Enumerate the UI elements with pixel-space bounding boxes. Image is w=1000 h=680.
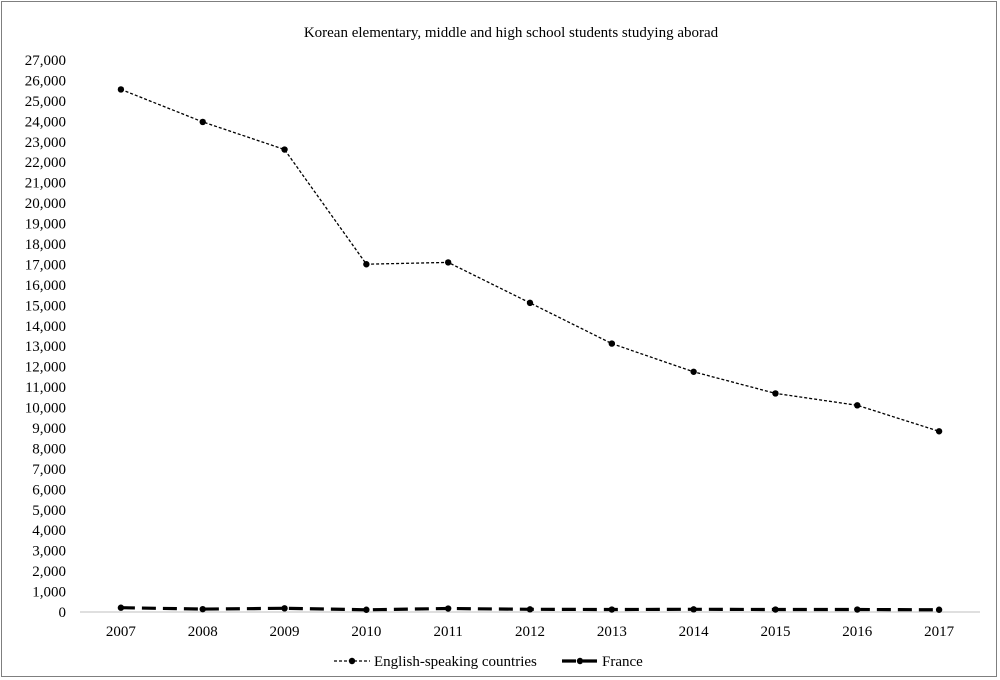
y-tick-label: 15,000 — [25, 298, 66, 314]
y-tick-label: 4,000 — [32, 523, 66, 539]
x-tick-label: 2010 — [351, 624, 381, 640]
y-tick-label: 7,000 — [32, 462, 66, 478]
x-axis: 2007 2008 2009 2010 2011 2012 2013 2014 2015 2016… — [80, 611, 980, 640]
legend-label: France — [602, 654, 643, 670]
y-tick-label: 16,000 — [25, 278, 66, 294]
data-point — [772, 606, 779, 613]
x-tick-label: 2008 — [188, 624, 218, 640]
y-tick-label: 23,000 — [25, 135, 66, 151]
x-tick-label: 2011 — [433, 624, 462, 640]
y-tick-label: 1,000 — [32, 585, 66, 601]
x-tick-label: 2017 — [924, 624, 955, 640]
series-layer — [117, 86, 943, 613]
data-point — [199, 118, 206, 126]
data-point — [363, 606, 370, 613]
data-point — [608, 606, 616, 613]
y-tick-label: 11,000 — [25, 380, 66, 396]
y-tick-label: 3,000 — [32, 544, 66, 560]
x-tick-label: 2014 — [679, 624, 710, 640]
y-tick-label: 6,000 — [32, 482, 66, 498]
data-point — [526, 299, 534, 307]
y-tick-label: 2,000 — [32, 564, 66, 580]
legend-marker — [348, 657, 356, 665]
data-point — [854, 402, 861, 409]
data-point — [117, 86, 125, 93]
y-tick-label: 8,000 — [32, 441, 66, 457]
y-tick-label: 24,000 — [25, 114, 66, 130]
data-point — [281, 605, 288, 612]
series-line — [120, 88, 940, 432]
y-tick-label: 10,000 — [25, 401, 66, 417]
y-tick-label: 9,000 — [32, 421, 66, 437]
data-point — [281, 146, 288, 153]
data-point — [935, 606, 943, 613]
x-tick-label: 2009 — [270, 624, 300, 640]
x-tick-label: 2007 — [106, 624, 137, 640]
y-tick-label: 21,000 — [25, 176, 66, 192]
x-tick-label: 2012 — [515, 624, 545, 640]
y-tick-label: 26,000 — [25, 73, 66, 89]
chart-title: Korean elementary, middle and high schoo… — [304, 25, 719, 41]
legend-marker — [576, 657, 584, 665]
data-point — [117, 604, 125, 611]
y-tick-label: 19,000 — [25, 217, 66, 233]
x-tick-label: 2015 — [760, 624, 790, 640]
series-0 — [117, 86, 943, 435]
x-tick-label: 2013 — [597, 624, 627, 640]
y-tick-label: 22,000 — [25, 155, 66, 171]
y-tick-label: 27,000 — [25, 53, 66, 69]
y-tick-label: 12,000 — [25, 360, 66, 376]
data-point — [854, 606, 861, 613]
series-1 — [117, 604, 943, 613]
data-point — [690, 368, 697, 375]
y-tick-label: 14,000 — [25, 319, 66, 335]
data-point — [690, 606, 697, 613]
legend-item: English-speaking countries — [334, 654, 537, 670]
data-point — [199, 605, 206, 613]
legend-item: France — [562, 654, 643, 670]
y-tick-label: 5,000 — [32, 503, 66, 519]
y-tick-label: 17,000 — [25, 257, 66, 273]
data-point — [444, 259, 452, 266]
y-tick-label: 18,000 — [25, 237, 66, 253]
y-tick-label: 20,000 — [25, 196, 66, 212]
legend-label: English-speaking countries — [374, 654, 537, 670]
data-point — [935, 428, 943, 435]
x-tick-label: 2016 — [842, 624, 873, 640]
y-tick-label: 0 — [59, 605, 67, 621]
data-point — [363, 261, 370, 268]
data-point — [608, 340, 616, 347]
data-point — [772, 390, 779, 397]
y-axis: 0 1,000 2,000 3,000 4,000 5,000 6,000 7,000 8,00… — [25, 53, 66, 621]
y-tick-label: 13,000 — [25, 339, 66, 355]
data-point — [526, 606, 534, 613]
legend: English-speaking countries France — [334, 654, 643, 670]
y-tick-label: 25,000 — [25, 94, 66, 110]
data-point — [444, 605, 452, 612]
